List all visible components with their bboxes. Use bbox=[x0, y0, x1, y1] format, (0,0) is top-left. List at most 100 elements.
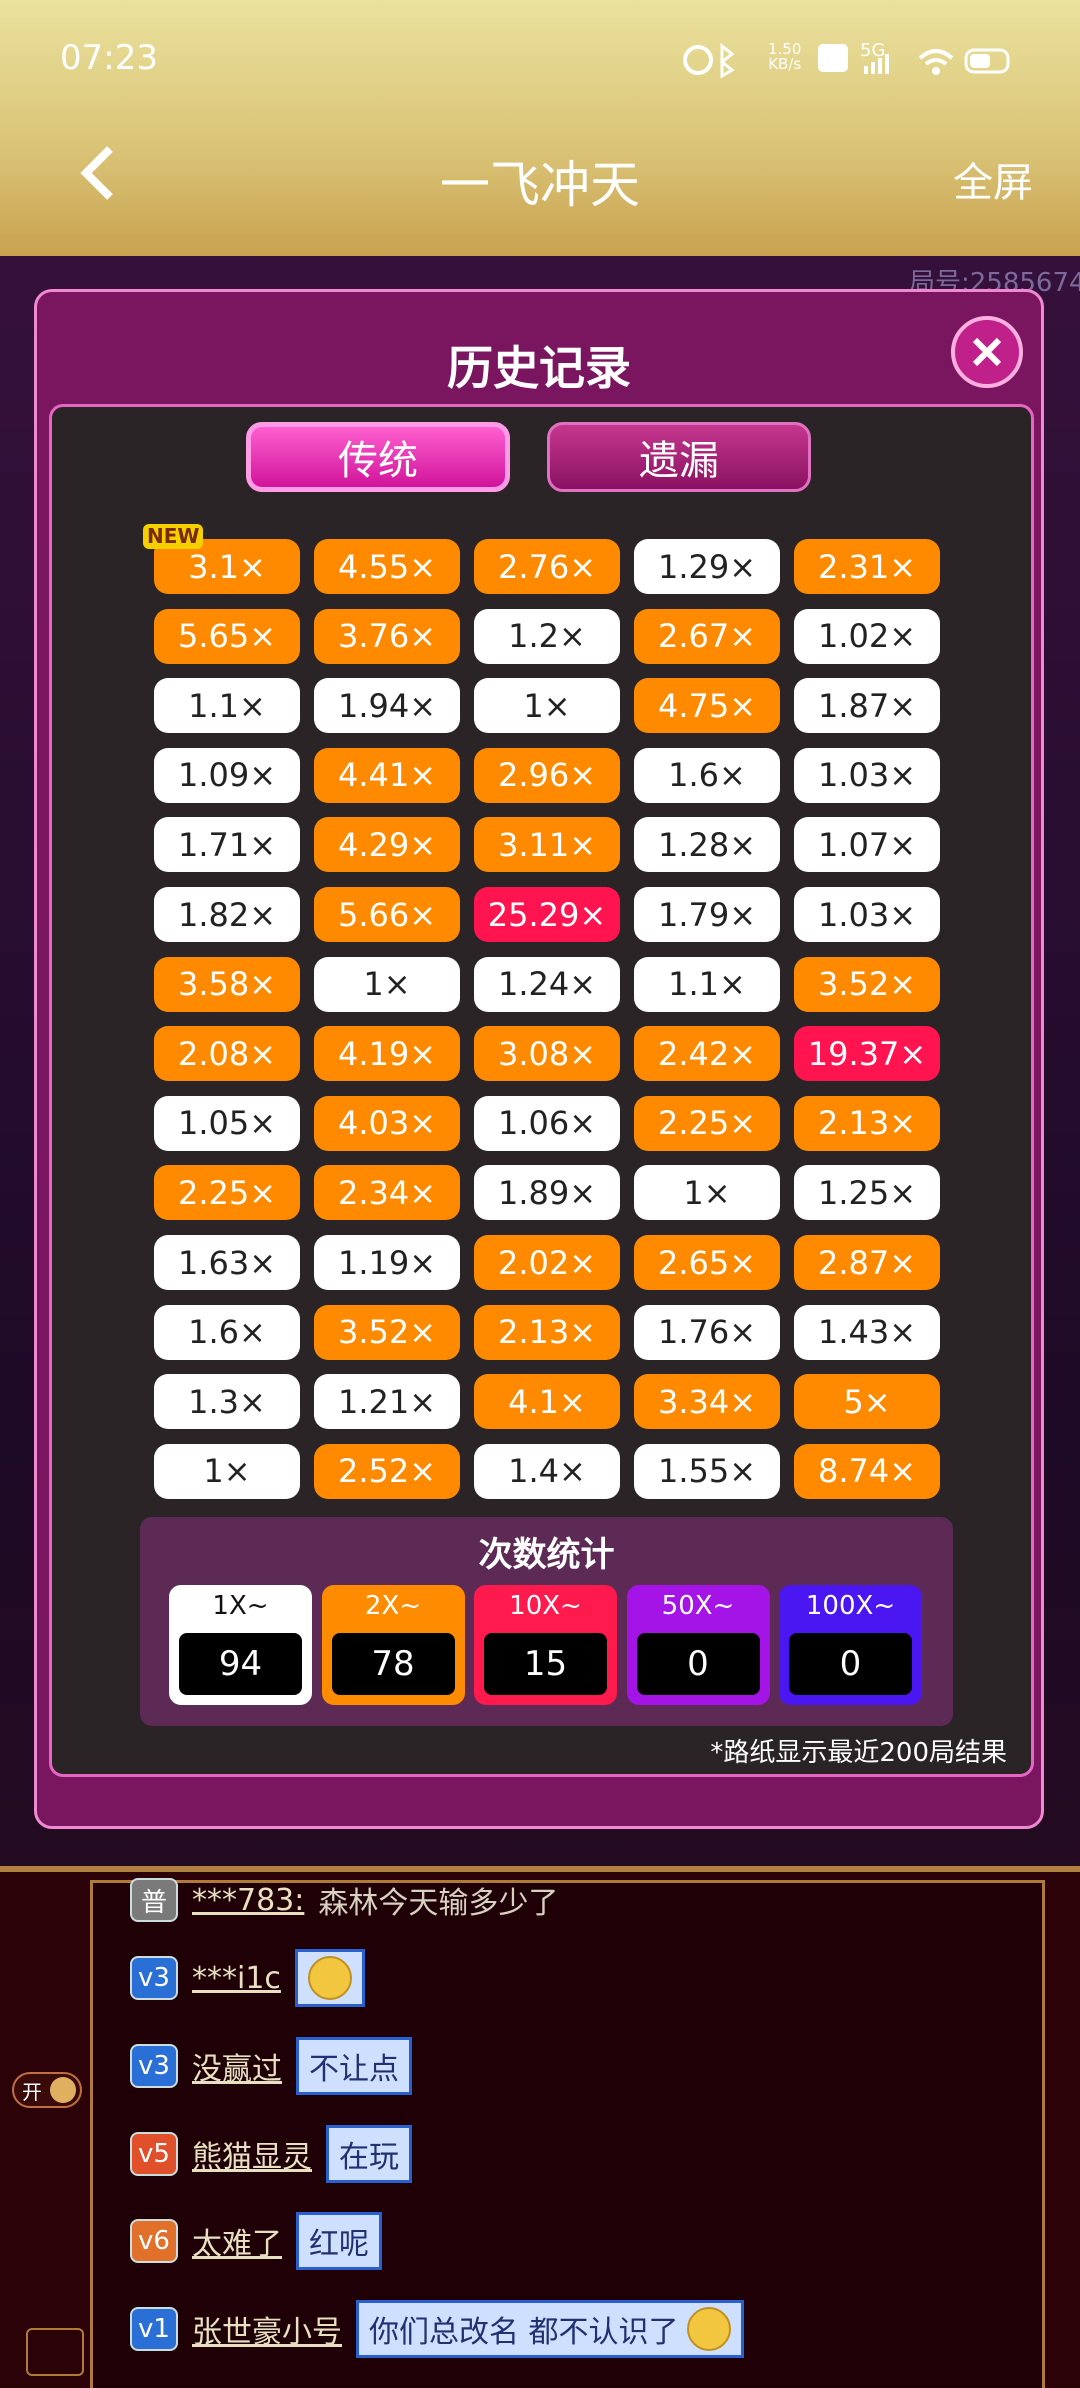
level-badge: v3 bbox=[130, 2044, 178, 2088]
stat-count: 15 bbox=[484, 1633, 607, 1695]
level-badge: v6 bbox=[130, 2219, 178, 2263]
level-badge: v3 bbox=[130, 1956, 178, 2000]
chat-message: 普 ***783: 森林今天输多少了 bbox=[130, 1870, 558, 1930]
result-cell: 1.2× bbox=[474, 608, 620, 664]
stat-box: 1X~ 94 bbox=[169, 1585, 312, 1705]
chat-message: v6 太难了 红呢 bbox=[130, 2211, 382, 2271]
result-cell: 1.28× bbox=[634, 817, 780, 873]
back-button[interactable] bbox=[78, 145, 118, 201]
result-cell: 4.03× bbox=[314, 1095, 460, 1151]
toggle-label: 开 bbox=[22, 2079, 42, 2104]
result-cell: 1.09× bbox=[154, 747, 300, 803]
history-panel: 传统 遗漏 3.1× 4.55× 2.76× 1.29× 2.31× 5.65× 3.76×… bbox=[49, 404, 1034, 1777]
tab[interactable]: 遗漏 bbox=[547, 422, 811, 492]
result-cell: 1.3× bbox=[154, 1374, 300, 1430]
result-cell: 1.05× bbox=[154, 1095, 300, 1151]
result-cell: 2.87× bbox=[794, 1235, 940, 1290]
result-cell: 1.03× bbox=[794, 887, 940, 942]
result-cell: 2.67× bbox=[634, 608, 780, 664]
speed-unit: KB/s bbox=[768, 55, 802, 73]
result-cell: 3.58× bbox=[154, 956, 300, 1012]
stat-label: 1X~ bbox=[212, 1591, 269, 1621]
result-cell: 3.11× bbox=[474, 817, 620, 873]
new-badge: NEW bbox=[143, 524, 204, 549]
result-cell: 19.37× bbox=[794, 1026, 940, 1082]
footnote: *路纸显示最近200局结果 bbox=[710, 1738, 1007, 1768]
result-cell: 2.96× bbox=[474, 747, 620, 803]
result-cell: 1.4× bbox=[474, 1443, 620, 1499]
result-cell: 1.79× bbox=[634, 887, 780, 942]
result-cell: 2.13× bbox=[794, 1095, 940, 1151]
result-cell: 2.52× bbox=[314, 1443, 460, 1499]
result-cell: 2.02× bbox=[474, 1235, 620, 1290]
message-text: 不让点 bbox=[309, 2052, 399, 2087]
result-cell: 1.89× bbox=[474, 1165, 620, 1221]
result-cell: 1.19× bbox=[314, 1235, 460, 1290]
stat-box: 10X~ 15 bbox=[474, 1585, 617, 1705]
result-cell: 1.6× bbox=[634, 747, 780, 803]
message-text: 森林今天输多少了 bbox=[318, 1886, 559, 1921]
tab-active[interactable]: 传统 bbox=[246, 422, 510, 492]
level-badge: 普 bbox=[130, 1878, 178, 1922]
result-cell: 1.02× bbox=[794, 608, 940, 664]
result-cell: 2.13× bbox=[474, 1304, 620, 1360]
stat-count: 0 bbox=[789, 1633, 912, 1695]
modal-title: 历史记录 bbox=[447, 341, 631, 395]
page-title: 一飞冲天 bbox=[440, 156, 640, 214]
result-cell: 2.65× bbox=[634, 1235, 780, 1290]
result-cell: 1× bbox=[634, 1165, 780, 1221]
chat-message: v5 熊猫显灵 在玩 bbox=[130, 2124, 412, 2184]
user-name[interactable]: 熊猫显灵 bbox=[192, 2140, 312, 2175]
result-cell: 3.34× bbox=[634, 1374, 780, 1430]
result-cell: 25.29× bbox=[474, 887, 620, 942]
result-cell: 1.43× bbox=[794, 1304, 940, 1360]
chat-message: v3 没赢过 不让点 bbox=[130, 2036, 412, 2096]
result-cell: 1.71× bbox=[154, 817, 300, 873]
result-cell: 4.1× bbox=[474, 1374, 620, 1430]
signal-battery bbox=[864, 48, 1010, 75]
stat-box: 100X~ 0 bbox=[779, 1585, 922, 1705]
user-name[interactable]: 太难了 bbox=[192, 2227, 282, 2262]
chat-icon[interactable] bbox=[26, 2328, 84, 2376]
emoji bbox=[686, 2307, 731, 2351]
stat-label: 50X~ bbox=[661, 1591, 735, 1621]
net-speed: 1.50 KB/s bbox=[768, 42, 801, 72]
close-button[interactable] bbox=[949, 314, 1025, 390]
message-text: 红呢 bbox=[309, 2227, 369, 2262]
message-bubble bbox=[294, 1949, 365, 2007]
toggle[interactable]: 开 bbox=[12, 2072, 82, 2108]
stat-box: 50X~ 0 bbox=[626, 1585, 770, 1705]
user-name[interactable]: ***783: bbox=[192, 1882, 305, 1918]
hd-icon bbox=[818, 44, 848, 72]
user-name[interactable]: 没赢过 bbox=[192, 2052, 282, 2087]
stat-label: 100X~ bbox=[805, 1591, 896, 1621]
result-cell: 2.76× bbox=[474, 539, 620, 594]
result-cell: 1.1× bbox=[634, 956, 780, 1012]
result-cell: 1.63× bbox=[154, 1235, 300, 1290]
result-cell: 1.6× bbox=[154, 1304, 300, 1360]
result-cell: 4.55× bbox=[314, 539, 460, 594]
result-cell: 2.34× bbox=[314, 1165, 460, 1221]
result-cell: 1.55× bbox=[634, 1443, 780, 1499]
result-cell: 2.42× bbox=[634, 1026, 780, 1082]
message-bubble: 在玩 bbox=[326, 2125, 412, 2183]
result-cell: 1.1× bbox=[154, 678, 300, 734]
network: 5G bbox=[860, 40, 886, 61]
message-text: 你们总改名 都不认识了 bbox=[369, 2315, 679, 2350]
result-cell: 1.94× bbox=[314, 678, 460, 734]
stats-panel: 次数统计 1X~ 94 2X~ 78 10X~ 15 50X~ 0 100X~ 0 bbox=[140, 1517, 953, 1726]
header: 07:23 1.50 KB/s 5G 一飞冲天 全屏 bbox=[0, 0, 1080, 256]
user-name[interactable]: 张世豪小号 bbox=[192, 2315, 342, 2350]
result-cell: 3.52× bbox=[314, 1304, 460, 1360]
result-cell: 2.08× bbox=[154, 1026, 300, 1082]
result-cell: 1.24× bbox=[474, 956, 620, 1012]
stat-count: 0 bbox=[636, 1633, 760, 1695]
message-bubble: 你们总改名 都不认识了 bbox=[356, 2300, 744, 2358]
result-cell: 3.76× bbox=[314, 608, 460, 664]
result-cell: 4.29× bbox=[314, 817, 460, 873]
fullscreen-button[interactable]: 全屏 bbox=[953, 160, 1033, 206]
chat-area: 开 普 ***783: 森林今天输多少了 v3 ***i1c v3 没赢过 不让点 v5 熊猫显灵… bbox=[0, 1866, 1080, 2388]
result-cell: 5× bbox=[794, 1374, 940, 1430]
user-name[interactable]: ***i1c bbox=[192, 1960, 281, 1996]
